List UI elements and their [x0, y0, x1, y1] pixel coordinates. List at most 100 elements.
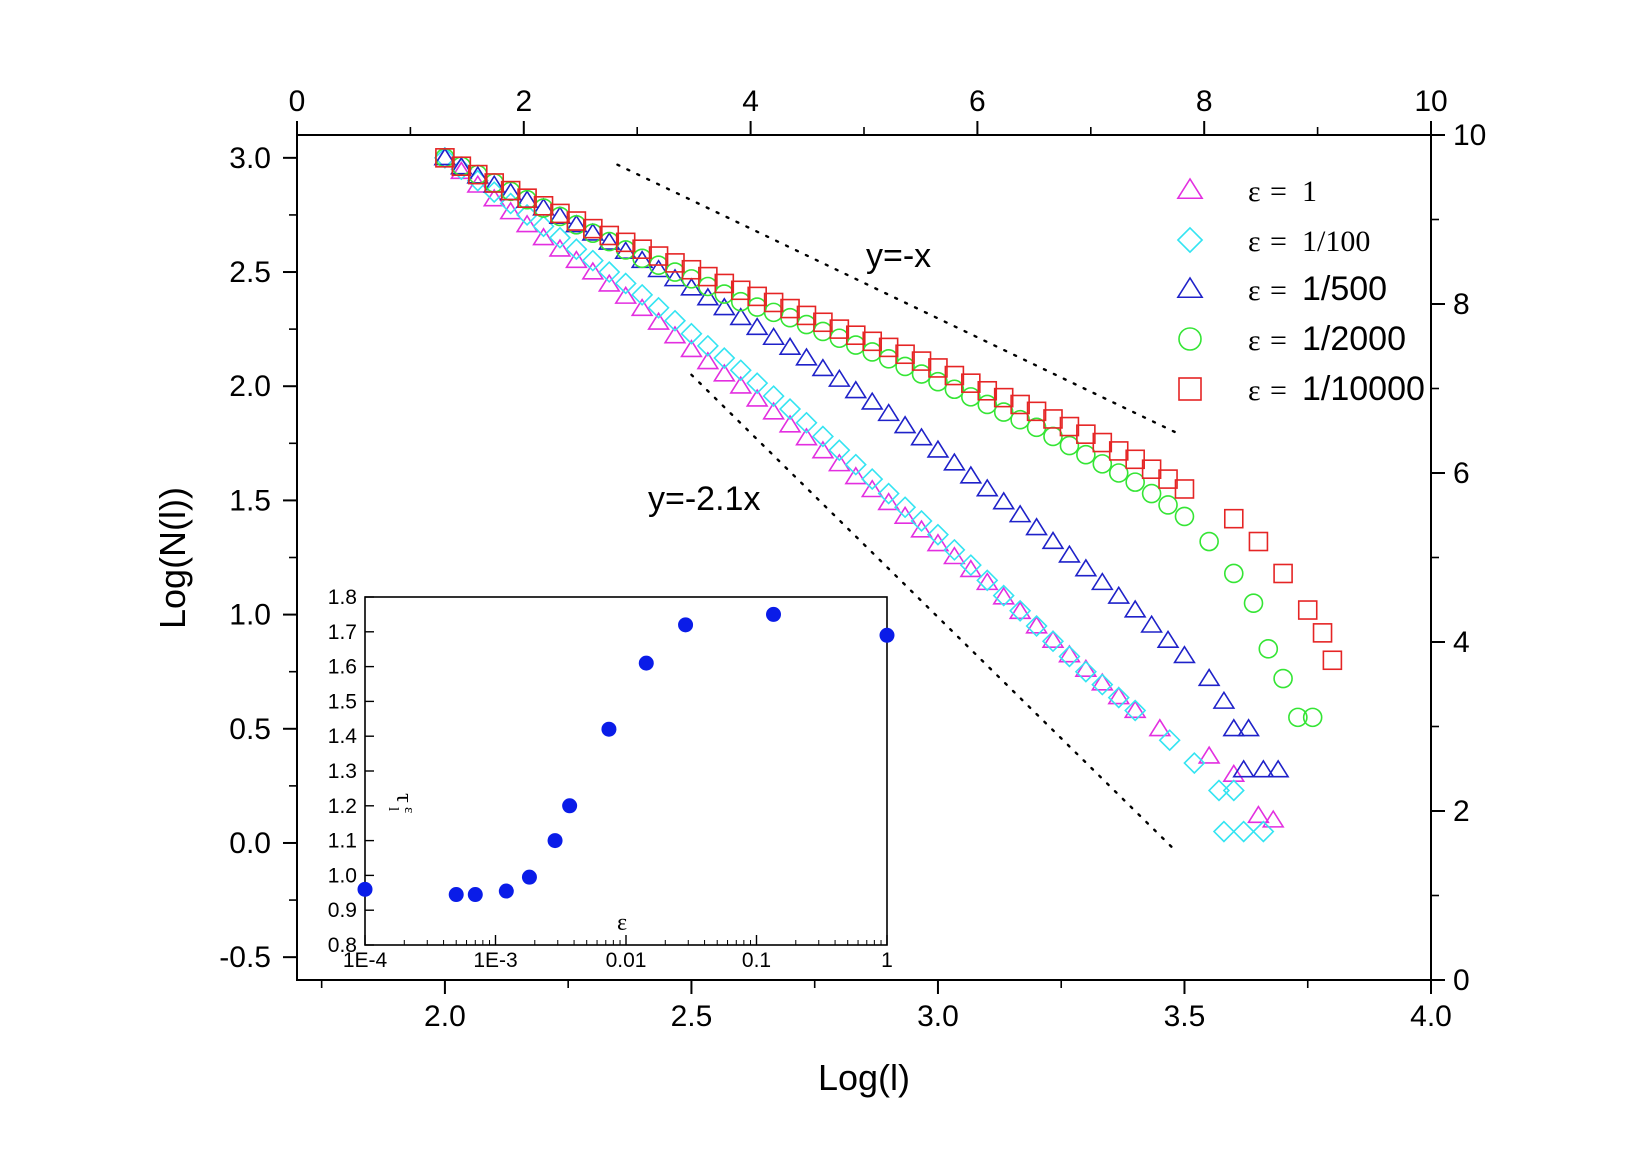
- series-1-point-9: [581, 249, 604, 272]
- legend-marker-0: [1176, 177, 1204, 200]
- series-0-point-13: [647, 311, 670, 330]
- reference-line-0: [616, 163, 1176, 434]
- series-0-point-16: [696, 351, 720, 370]
- series-4-point-44: [1158, 469, 1178, 489]
- series-0-point-14: [663, 325, 687, 344]
- series-3-point-40: [1092, 454, 1113, 474]
- series-1-point-42: [1124, 699, 1147, 722]
- svg-text:l: l: [385, 807, 401, 811]
- series-4-point-34: [993, 387, 1014, 408]
- inset-y-axis-label: τ l ε: [385, 793, 417, 813]
- inset-chart: 1E-4 1E-3 0.01 0.1 1 0.8 0.9 1.0 1.1 1.2 1.3 1.4 1.5…: [328, 586, 895, 972]
- series-3-point-43: [1141, 483, 1162, 504]
- svg-text:τ: τ: [391, 793, 417, 803]
- legend-eps-1: ε: [1248, 225, 1261, 258]
- series-0-point-47: [1261, 809, 1285, 828]
- series-3-point-44: [1158, 495, 1178, 515]
- series-1-point-33: [976, 569, 999, 592]
- series-4-point-9: [583, 218, 603, 239]
- series-0-point-5: [515, 214, 539, 233]
- series-3-point-19: [747, 297, 767, 317]
- x-tick-label-1: 2.5: [671, 1000, 713, 1033]
- inset-x-tick-label-0: 1E-4: [343, 949, 388, 972]
- x-axis-label: Log(l): [818, 1057, 910, 1098]
- main-series-layer: [433, 146, 1343, 843]
- series-2-point-48: [1222, 718, 1246, 737]
- series-4-point-17: [714, 273, 735, 294]
- series-3-point-45: [1174, 506, 1195, 527]
- series-3-point-26: [862, 342, 883, 362]
- series-2-point-16: [696, 287, 720, 306]
- series-0-point-27: [877, 492, 900, 511]
- series-4-point-36: [1026, 401, 1047, 422]
- series-4-point-26: [862, 331, 883, 352]
- series-3-point-38: [1059, 435, 1080, 456]
- legend-eps-4: ε: [1248, 374, 1261, 407]
- annotation-y-neg-2-1x: y=-2.1x: [648, 480, 760, 518]
- series-0-point-38: [1058, 644, 1081, 663]
- series-3-point-42: [1125, 472, 1145, 492]
- top-tick-label-5: 10: [1414, 85, 1447, 118]
- legend-equals-0: =: [1270, 175, 1287, 208]
- legend-entry-2: ε = 1/500: [1176, 270, 1387, 308]
- series-1-point-49: [1252, 820, 1275, 843]
- legend-value-0: 1: [1302, 175, 1317, 208]
- series-1-point-35: [1009, 599, 1032, 622]
- series-1-point-1: [450, 158, 473, 181]
- legend-entry-1: ε = 1/100: [1176, 225, 1370, 258]
- y-tick-label-5: 2.0: [229, 370, 271, 403]
- series-4-point-10: [599, 225, 620, 246]
- series-2-point-44: [1156, 629, 1180, 649]
- series-2-point-32: [959, 465, 983, 484]
- legend-equals-4: =: [1270, 374, 1287, 407]
- series-4-point-29: [911, 351, 932, 371]
- legend-equals-1: =: [1270, 225, 1287, 258]
- series-2-point-28: [893, 415, 917, 434]
- series-4-point-24: [829, 319, 850, 339]
- series-2-point-9: [581, 222, 605, 241]
- series-4-point-43: [1141, 459, 1162, 479]
- y-tick-label-1: 0.0: [229, 827, 271, 860]
- inset-point-6: [562, 798, 578, 814]
- series-1-point-46: [1222, 779, 1245, 802]
- x-tick-label-2: 3.0: [917, 1000, 959, 1033]
- inset-point-2: [467, 887, 483, 903]
- series-4-point-37: [1043, 409, 1063, 429]
- legend-entry-0: ε = 1: [1176, 175, 1317, 208]
- inset-point-8: [638, 655, 654, 671]
- series-1-point-15: [680, 322, 703, 345]
- legend-value-2: 1/500: [1302, 270, 1387, 308]
- series-4: [435, 148, 1343, 671]
- right-tick-label-5: 10: [1453, 119, 1486, 152]
- series-4-point-8: [566, 211, 587, 231]
- series-4-point-32: [961, 373, 981, 393]
- series-1-point-27: [877, 482, 900, 505]
- series-0-point-7: [548, 238, 572, 257]
- inset-y-tick-label-4: 1.2: [328, 795, 357, 818]
- inset-y-tick-label-10: 1.8: [328, 586, 357, 609]
- series-1-point-30: [926, 523, 949, 546]
- x-tick-label-4: 4.0: [1410, 1000, 1452, 1033]
- series-0-point-17: [712, 363, 736, 382]
- series-4-point-40: [1092, 432, 1113, 453]
- series-4-point-46: [1223, 508, 1244, 529]
- inset-y-tick-label-0: 0.8: [328, 934, 357, 957]
- series-3-point-46: [1199, 531, 1219, 552]
- inset-point-10: [766, 606, 782, 622]
- y-axis-label: Log(N(l)): [152, 487, 193, 629]
- series-1-point-7: [548, 226, 571, 249]
- inset-y-tick-label-6: 1.4: [328, 725, 358, 748]
- series-1-point-19: [746, 372, 769, 395]
- series-2-point-17: [712, 297, 736, 316]
- series-3-point-32: [961, 387, 981, 407]
- y-tick-label-0: -0.5: [219, 941, 271, 974]
- series-0-point-36: [1025, 615, 1048, 634]
- inset-point-0: [357, 881, 373, 897]
- series-1-point-40: [1091, 673, 1114, 696]
- series-2-point-45: [1173, 645, 1196, 664]
- series-0-point-22: [795, 427, 818, 446]
- series-3-point-52: [1302, 707, 1323, 728]
- series-1-point-44: [1183, 752, 1206, 775]
- series-4-point-16: [698, 266, 718, 287]
